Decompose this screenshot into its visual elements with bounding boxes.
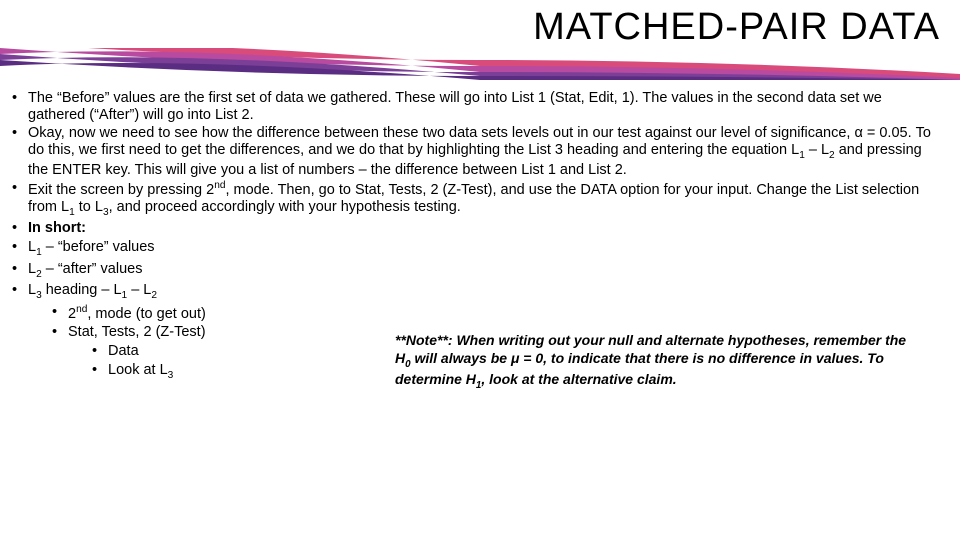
- bullet-item: • The “Before” values are the first set …: [12, 90, 940, 123]
- bullet-item: • L1 – “before” values: [12, 239, 940, 259]
- bullet-mark: •: [52, 304, 68, 323]
- bullet-mark: •: [12, 90, 28, 123]
- bullet-text: L2 – “after” values: [28, 261, 940, 281]
- bullet-text: 2nd, mode (to get out): [68, 304, 940, 323]
- bullet-item: • L3 heading – L1 – L2: [12, 282, 940, 302]
- bullet-item: • In short:: [12, 220, 940, 237]
- bullet-mark: •: [12, 239, 28, 259]
- bullet-mark: •: [12, 220, 28, 237]
- note-box: **Note**: When writing out your null and…: [395, 332, 925, 392]
- bullet-item: • L2 – “after” values: [12, 261, 940, 281]
- bullet-text: L1 – “before” values: [28, 239, 940, 259]
- bullet-text: Okay, now we need to see how the differe…: [28, 125, 940, 178]
- bullet-text: The “Before” values are the first set of…: [28, 90, 940, 123]
- bullet-text: Exit the screen by pressing 2nd, mode. T…: [28, 180, 940, 218]
- bullet-text: In short:: [28, 220, 940, 237]
- bullet-mark: •: [12, 180, 28, 218]
- bullet-mark: •: [12, 282, 28, 302]
- bullet-mark: •: [92, 343, 108, 360]
- bullet-item: • Exit the screen by pressing 2nd, mode.…: [12, 180, 940, 218]
- bullet-item: • Okay, now we need to see how the diffe…: [12, 125, 940, 178]
- bullet-mark: •: [12, 261, 28, 281]
- bullet-text: L3 heading – L1 – L2: [28, 282, 940, 302]
- decorative-stripe: [0, 48, 960, 80]
- bullet-mark: •: [92, 362, 108, 382]
- page-title: MATCHED-PAIR DATA: [533, 6, 940, 49]
- sub-bullet-item: • 2nd, mode (to get out): [52, 304, 940, 323]
- bullet-mark: •: [52, 324, 68, 341]
- bullet-mark: •: [12, 125, 28, 178]
